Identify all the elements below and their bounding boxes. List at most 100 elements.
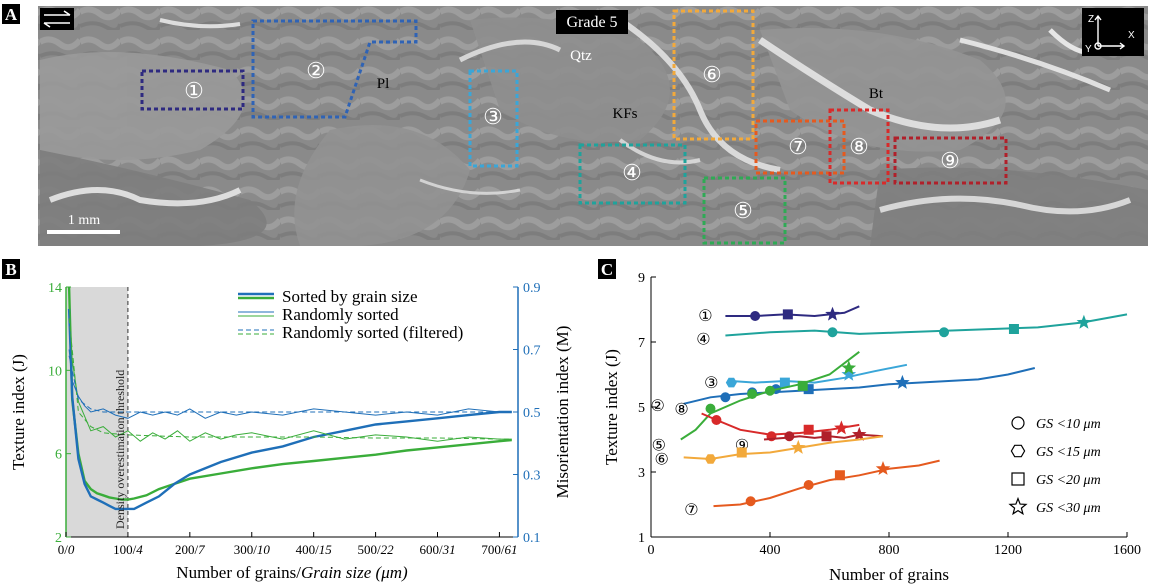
marker-legend-label: GS <15 μm (1036, 445, 1101, 460)
region-4-label: ④ (622, 160, 642, 185)
marker-hexagon (704, 454, 717, 464)
panel-c-y-tick-label: 5 (638, 401, 645, 416)
panel-c-x-tick-label: 800 (879, 543, 900, 558)
panel-b-x-tick-label: 400/15 (296, 542, 333, 557)
panel-b-y-left-tick-label: 10 (48, 364, 62, 379)
panel-c-letter: C (601, 260, 613, 279)
panel-c-y-tick-label: 1 (638, 531, 645, 546)
marker-square (834, 470, 845, 481)
marker-circle (750, 311, 761, 321)
mineral-label-pl: Pl (377, 76, 390, 92)
marker-circle (711, 415, 722, 425)
mineral-label-qtz: Qtz (570, 48, 592, 64)
panel-b-series-line (67, 286, 512, 501)
region-8-label: ⑧ (849, 134, 869, 159)
marker-star (895, 374, 910, 389)
panel-c-y-tick-label: 3 (638, 466, 645, 481)
panel-c-ylabel: Texture index (J) (602, 349, 621, 465)
region-series-label: ⑤ (652, 438, 666, 455)
panel-a-letter-box (2, 4, 20, 24)
region-2-label: ② (306, 58, 326, 83)
region-3-box (468, 69, 519, 168)
marker-circle (803, 480, 814, 490)
panel-b-series-line (68, 349, 512, 419)
region-9-box (893, 136, 1008, 185)
axis-y-label: Y (1085, 44, 1092, 55)
panel-c-x-tick-label: 1200 (994, 543, 1022, 558)
panel-c-series-line (731, 363, 908, 384)
axes-icon-box (1082, 8, 1144, 56)
panel-b-y-right-tick-label: 0.1 (523, 531, 541, 546)
region-series-label: ⑥ (655, 451, 669, 468)
region-series-label: ⑦ (684, 502, 698, 519)
panel-c-xlabel: Number of grains (829, 565, 949, 584)
marker-square (1008, 324, 1019, 334)
marker-square (803, 424, 814, 435)
scale-bar-label: 1 mm (68, 213, 100, 228)
panel-a-letter: A (5, 5, 18, 24)
marker-circle (747, 389, 758, 399)
marker-square (736, 447, 747, 458)
marker-circle (705, 403, 716, 414)
region-6-label: ⑥ (702, 62, 722, 87)
marker-square (1011, 472, 1025, 486)
marker-star (1008, 496, 1028, 516)
panel-b-y-left-tick-label: 2 (55, 531, 62, 546)
marker-circle (939, 327, 950, 338)
panel-c-y-tick-label: 7 (638, 336, 645, 351)
region-6-box (672, 9, 755, 141)
panel-b: B 0/0 100/4 200/7 300/10 400/15 500/22 600/31 7… (2, 259, 572, 582)
panel-b-letter-box (2, 259, 20, 279)
region-8-box (828, 108, 890, 185)
region-series-label: ③ (704, 375, 718, 392)
panel-b-xlabel: Number of grains/Grain size (μm) (176, 563, 408, 582)
region-series-label: ① (698, 308, 712, 325)
marker-circle (784, 431, 795, 442)
region-7-box (754, 119, 846, 175)
region-series-label: ④ (696, 332, 710, 349)
marker-star (791, 439, 806, 454)
panel-b-series-line (67, 308, 512, 511)
shear-sense-icon (43, 10, 71, 28)
marker-star (1076, 314, 1092, 329)
panel-b-x-tick-label: 200/7 (175, 542, 205, 557)
panel-b-series (67, 286, 512, 511)
panel-c-x-tick-label: 1600 (1113, 543, 1141, 558)
marker-star (841, 366, 857, 381)
marker-square (782, 309, 793, 320)
marker-hexagon (1010, 444, 1026, 458)
marker-square (821, 431, 832, 442)
panel-c-series-line (725, 313, 1128, 337)
marker-circle (1011, 416, 1025, 430)
marker-square (779, 377, 790, 388)
panel-b-x-tick-label: 500/22 (358, 542, 395, 557)
panel-c-series-line (683, 367, 1036, 405)
region-5-box (702, 176, 787, 245)
region-5-label: ⑤ (733, 198, 753, 223)
panel-b-x-tick-label: 700/61 (481, 542, 517, 557)
axis-x-label: X (1128, 30, 1135, 41)
axis-z-label: Z (1088, 14, 1094, 25)
panel-b-axes: 0/0 100/4 200/7 300/10 400/15 500/22 600/31 700… (48, 281, 541, 557)
panel-c-letter-box (598, 259, 616, 279)
region-4-box (578, 143, 687, 205)
marker-square (797, 380, 808, 391)
marker-star (875, 460, 891, 475)
marker-star (834, 420, 849, 435)
legend-label: Randomly sorted (filtered) (282, 323, 463, 342)
panel-b-x-tick-label: 0/0 (58, 542, 75, 557)
panel-c-x-tick-label: 400 (760, 543, 781, 558)
marker-star (825, 306, 840, 321)
grade-title-box (556, 10, 628, 34)
marker-legend-label: GS <10 μm (1036, 417, 1101, 432)
panel-b-x-tick-label: 300/10 (234, 542, 271, 557)
grade-title: Grade 5 (566, 14, 617, 31)
region-2-box (251, 19, 418, 119)
panel-b-y-right-tick-label: 0.9 (523, 281, 541, 296)
panel-b-y-right-tick-label: 0.3 (523, 469, 541, 484)
panel-b-letter: B (5, 260, 16, 279)
marker-star (852, 426, 867, 441)
